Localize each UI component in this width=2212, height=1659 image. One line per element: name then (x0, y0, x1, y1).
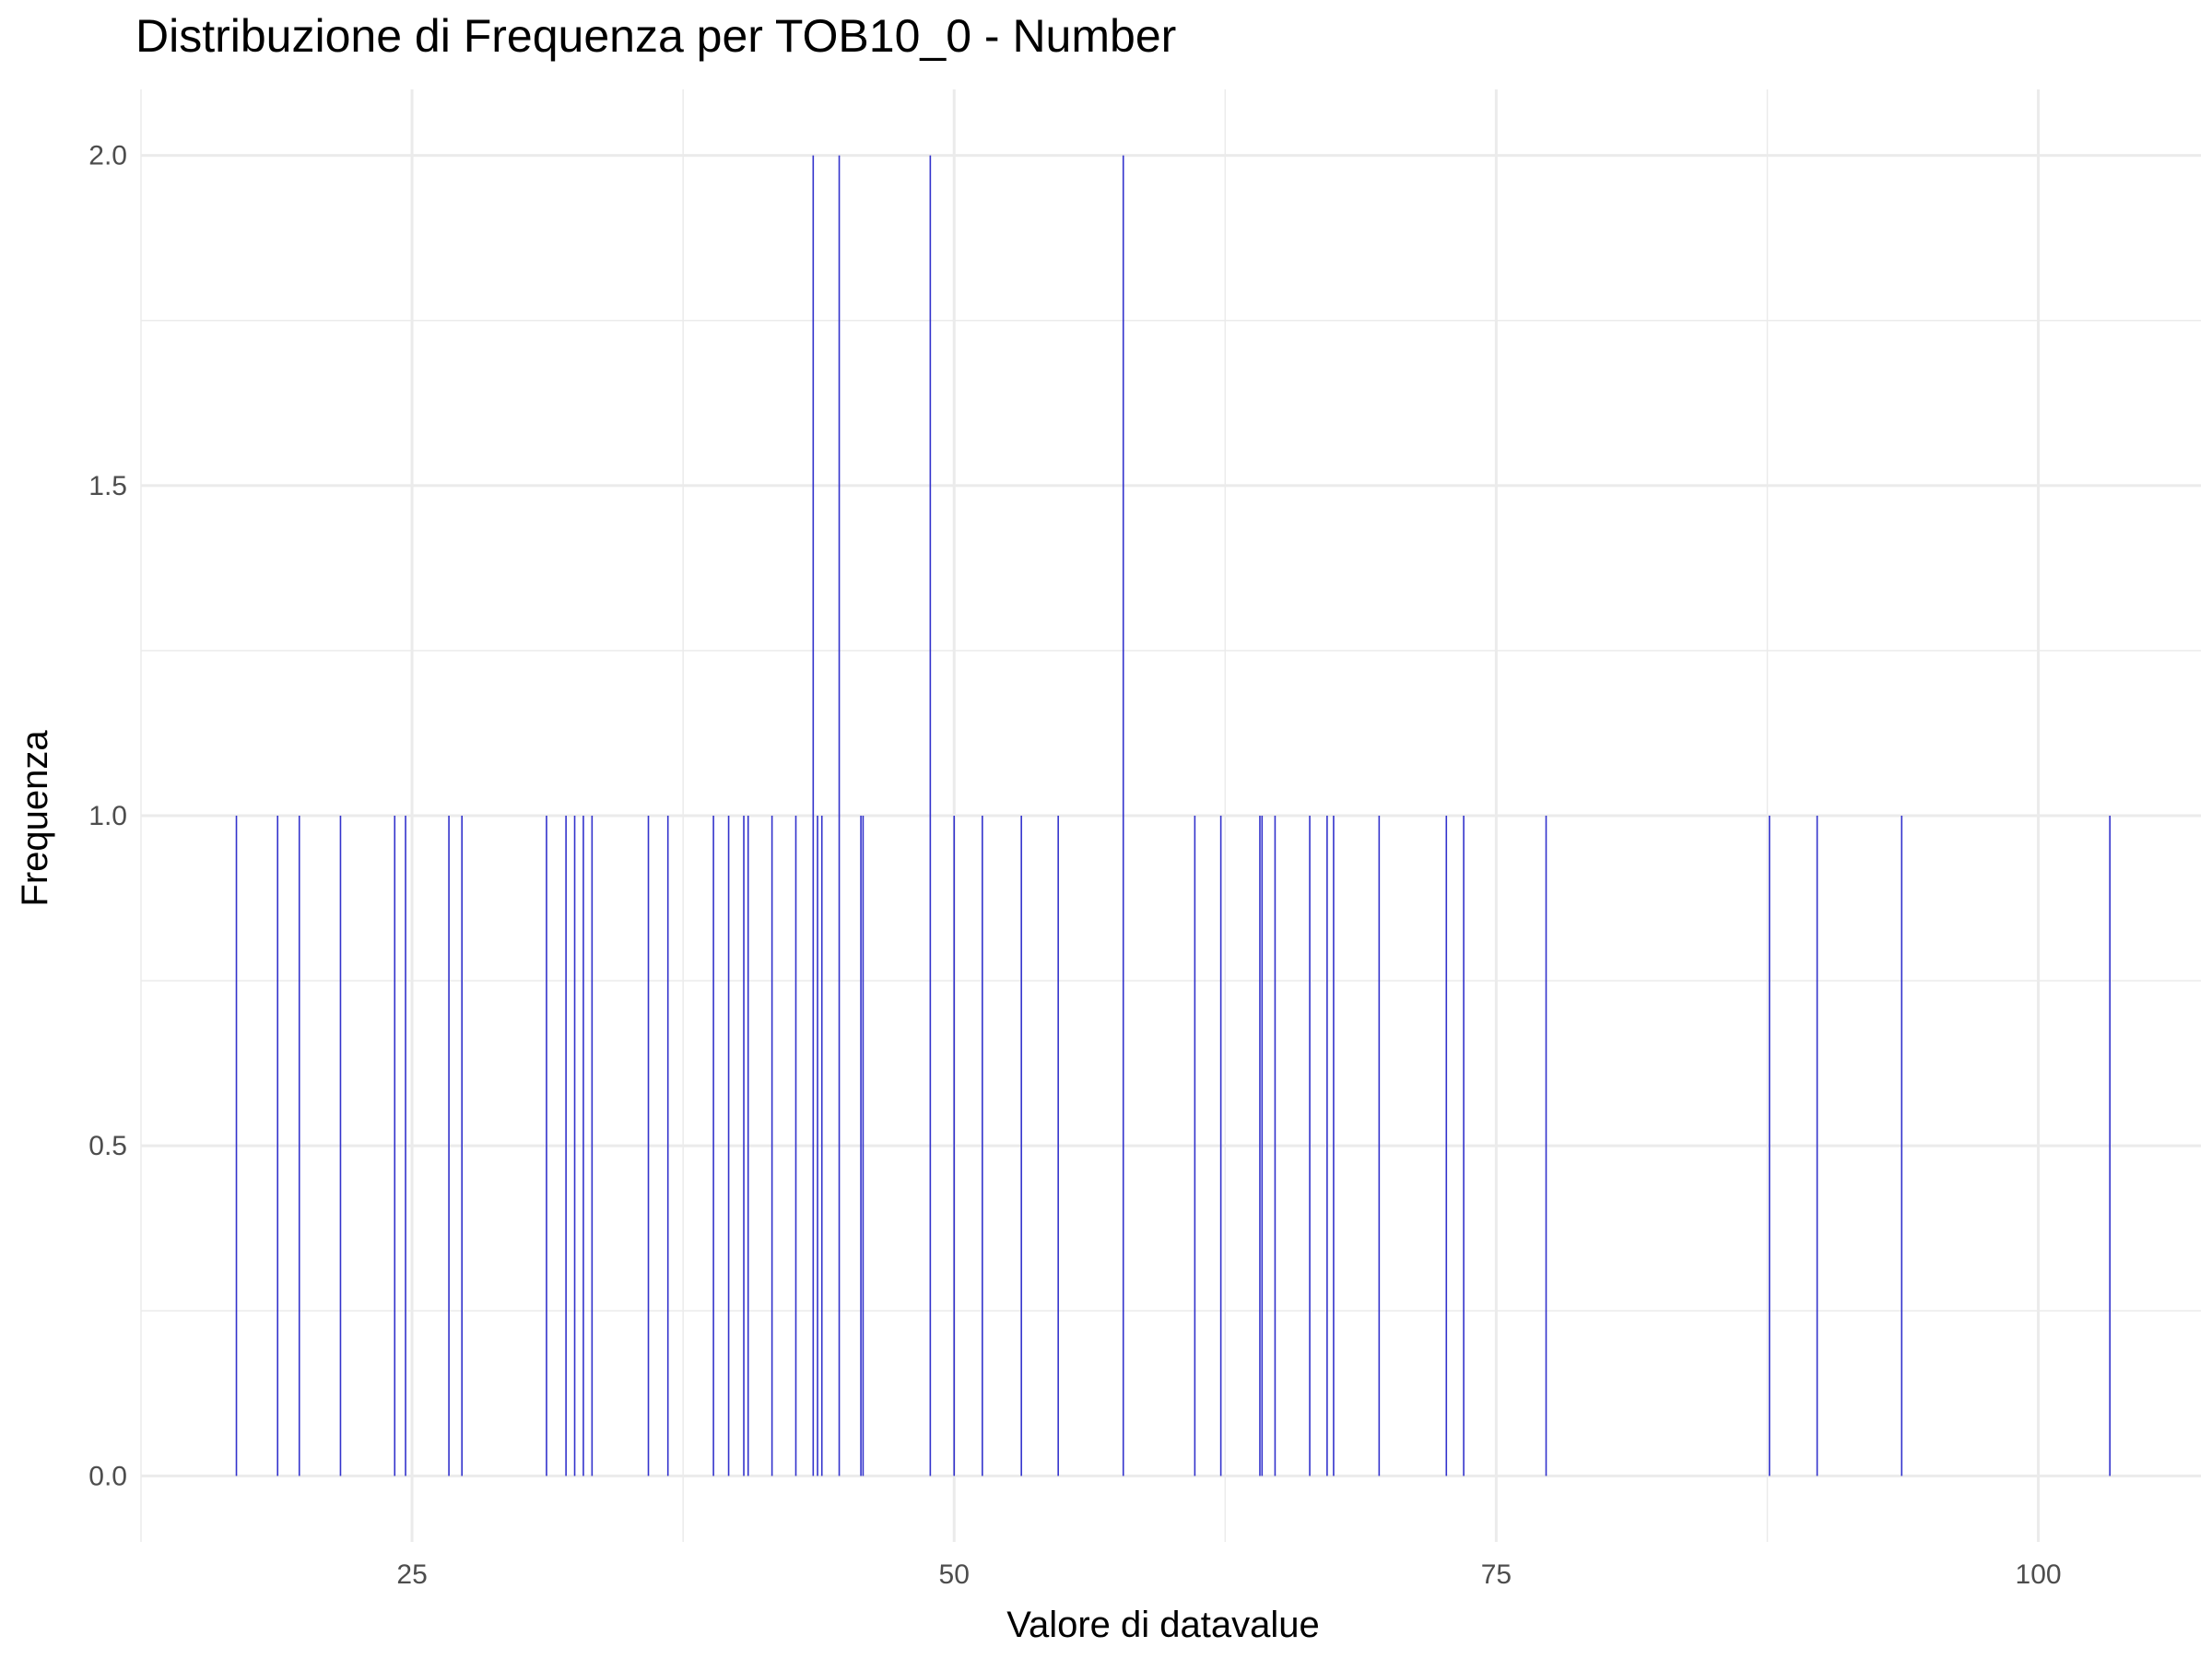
major-gridlines (141, 89, 2201, 1542)
y-tick-label: 0.0 (88, 1461, 127, 1491)
x-axis-tick-labels: 25 50 75 100 (396, 1559, 2061, 1590)
bar (1326, 816, 1328, 1477)
bar (712, 816, 714, 1477)
y-axis-title: Frequenza (15, 730, 55, 907)
bar (953, 816, 956, 1477)
y-tick-label: 0.5 (88, 1131, 127, 1161)
bar (747, 816, 749, 1477)
chart-title: Distribuzione di Frequenza per TOB10_0 -… (135, 10, 1177, 62)
bar (1309, 816, 1311, 1477)
bar (929, 155, 932, 1477)
bar (2109, 816, 2111, 1477)
x-axis-title: Valore di datavalue (1006, 1605, 1320, 1645)
bar (1378, 816, 1381, 1477)
y-axis-tick-labels: 0.0 0.5 1.0 1.5 2.0 (88, 141, 127, 1492)
bar (1219, 816, 1222, 1477)
bar (394, 816, 396, 1477)
bar (573, 816, 576, 1477)
bar (820, 816, 823, 1477)
bar (860, 816, 862, 1477)
bar (1274, 816, 1277, 1477)
bar (298, 816, 300, 1477)
bar (591, 816, 594, 1477)
bars (235, 155, 2111, 1477)
bar (1463, 816, 1465, 1477)
bar (812, 155, 815, 1477)
y-tick-label: 2.0 (88, 141, 127, 171)
bar (339, 816, 342, 1477)
bar (1333, 816, 1335, 1477)
bar (582, 816, 584, 1477)
bar (771, 816, 773, 1477)
x-tick-label: 50 (939, 1559, 970, 1590)
bar (838, 155, 841, 1477)
bar (276, 816, 279, 1477)
bar (461, 816, 463, 1477)
bar (727, 816, 730, 1477)
bar (1261, 816, 1264, 1477)
bar (817, 816, 818, 1477)
bar (794, 816, 797, 1477)
bar (1020, 816, 1022, 1477)
bar (1057, 816, 1059, 1477)
bar (1816, 816, 1818, 1477)
bar (1545, 816, 1547, 1477)
y-tick-label: 1.5 (88, 471, 127, 501)
x-tick-label: 25 (396, 1559, 427, 1590)
x-tick-label: 75 (1481, 1559, 1512, 1590)
bar (1122, 155, 1124, 1477)
bar (862, 816, 865, 1477)
bar (666, 816, 669, 1477)
x-tick-label: 100 (2016, 1559, 2062, 1590)
bar (743, 816, 745, 1477)
bar (1445, 816, 1448, 1477)
bar (235, 816, 238, 1477)
bar (565, 816, 567, 1477)
bar (1769, 816, 1771, 1477)
bar (647, 816, 650, 1477)
bar (448, 816, 450, 1477)
bar (1900, 816, 1903, 1477)
bar (546, 816, 547, 1477)
bar (1194, 816, 1196, 1477)
bar (982, 816, 983, 1477)
bar (405, 816, 406, 1477)
y-tick-label: 1.0 (88, 801, 127, 831)
bar (1259, 816, 1261, 1477)
